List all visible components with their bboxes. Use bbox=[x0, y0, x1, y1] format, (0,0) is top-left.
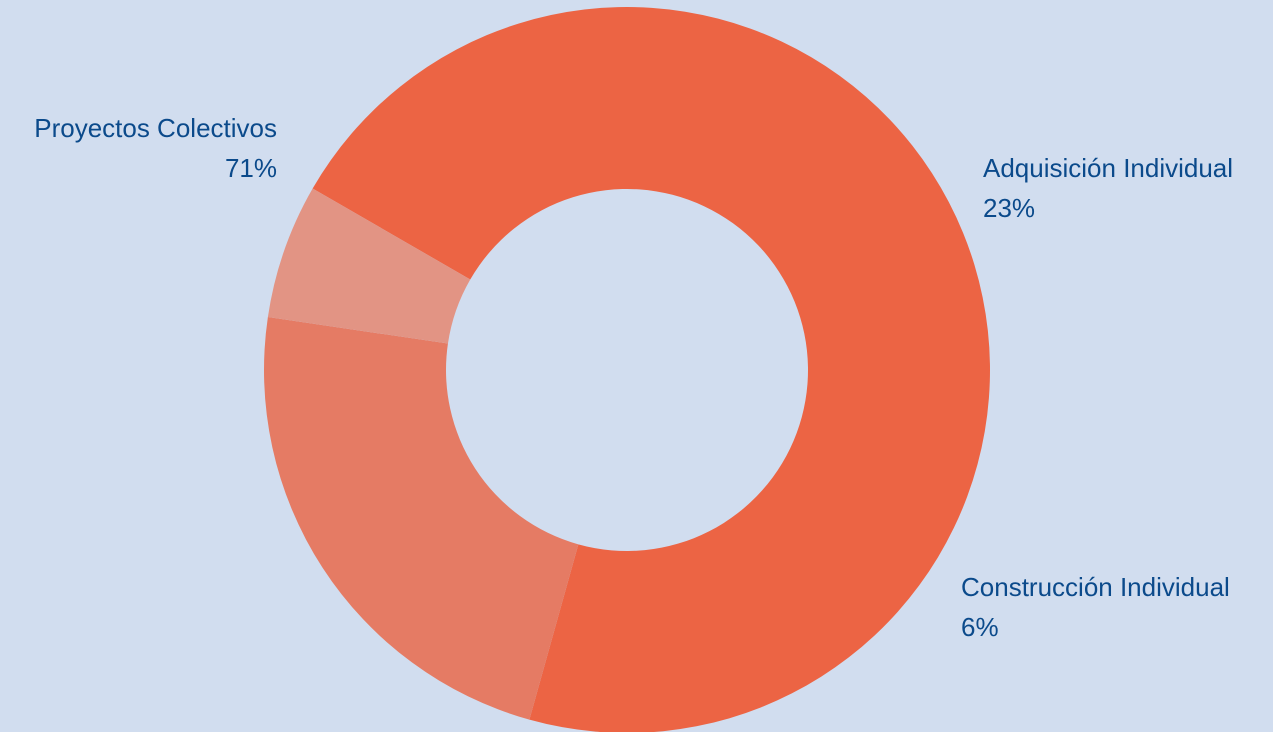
slice-label-category: Adquisición Individual bbox=[983, 153, 1234, 183]
slice-label-adquisicion-individual: Adquisición Individual 23% bbox=[983, 148, 1233, 228]
slice-label-proyectos-colectivos: Proyectos Colectivos 71% bbox=[34, 108, 277, 188]
slice-construccion-individual bbox=[267, 188, 471, 344]
slice-label-percent: 71% bbox=[224, 153, 277, 183]
slice-label-construccion-individual: Construcción Individual 6% bbox=[961, 567, 1230, 647]
slice-adquisicion-individual bbox=[263, 316, 579, 720]
slice-label-category: Proyectos Colectivos bbox=[34, 113, 277, 143]
slice-proyectos-colectivos bbox=[312, 7, 990, 732]
slice-label-percent: 6% bbox=[961, 612, 999, 642]
slice-label-percent: 23% bbox=[983, 193, 1036, 223]
slice-label-category: Construcción Individual bbox=[961, 572, 1230, 602]
